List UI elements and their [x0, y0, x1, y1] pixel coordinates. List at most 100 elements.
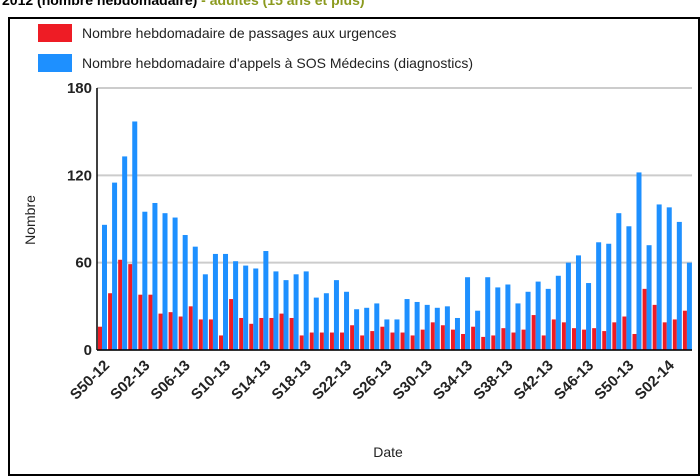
- bar: [223, 253, 229, 350]
- bar: [561, 322, 566, 350]
- x-tick-label: S26-13: [349, 357, 395, 403]
- bar: [340, 332, 345, 350]
- bar: [182, 235, 188, 350]
- bar: [122, 156, 128, 350]
- bar: [592, 328, 597, 350]
- bar: [303, 271, 309, 350]
- bar: [481, 336, 486, 350]
- bar: [465, 277, 471, 350]
- y-tick-label: 60: [75, 255, 92, 272]
- bar: [582, 329, 587, 350]
- bar: [319, 332, 324, 350]
- bar: [202, 274, 208, 350]
- bar: [178, 316, 183, 350]
- bar: [269, 317, 274, 350]
- bar: [414, 301, 420, 350]
- bar: [606, 243, 612, 350]
- bar: [390, 332, 395, 350]
- bar: [370, 331, 375, 350]
- bar: [354, 309, 360, 350]
- bar: [128, 264, 133, 350]
- bar: [148, 294, 153, 350]
- bar: [545, 288, 551, 350]
- bar: [118, 259, 123, 350]
- bar: [444, 306, 450, 350]
- bar: [626, 226, 632, 350]
- x-tick-label: S14-13: [228, 357, 274, 403]
- bar: [662, 322, 667, 350]
- bar: [682, 310, 687, 350]
- bar: [612, 322, 617, 350]
- bar: [233, 261, 239, 350]
- x-tick-label: S02-14: [632, 357, 679, 404]
- bar: [243, 265, 249, 350]
- bar: [450, 329, 455, 350]
- bar: [521, 329, 526, 350]
- bar: [132, 121, 138, 350]
- bar: [475, 310, 481, 350]
- bar: [192, 246, 198, 350]
- y-tick-label: 180: [67, 80, 92, 97]
- bar: [364, 307, 370, 350]
- bar: [434, 307, 440, 350]
- bar: [208, 319, 213, 350]
- bar: [219, 335, 224, 350]
- legend-label: Nombre hebdomadaire de passages aux urge…: [82, 25, 396, 41]
- bar: [283, 280, 289, 350]
- bar: [672, 319, 677, 350]
- bar: [253, 268, 259, 350]
- bar: [172, 217, 178, 350]
- bar: [400, 332, 405, 350]
- bar: [410, 335, 415, 350]
- bar: [420, 329, 425, 350]
- bar: [198, 319, 203, 350]
- x-tick-label: S06-13: [148, 357, 194, 403]
- bar: [652, 304, 657, 350]
- bar: [108, 293, 113, 350]
- bar: [112, 182, 118, 350]
- bar: [515, 303, 521, 350]
- bar: [535, 281, 541, 350]
- legend-label: Nombre hebdomadaire d'appels à SOS Médec…: [82, 55, 473, 71]
- bar: [656, 204, 662, 350]
- bar: [602, 331, 607, 350]
- bar: [575, 255, 581, 350]
- bar: [666, 207, 672, 350]
- x-tick-label: S46-13: [551, 357, 597, 403]
- bar: [646, 245, 652, 350]
- title-part: - adultes (15 ans et plus): [197, 0, 364, 8]
- bar: [461, 333, 466, 350]
- bar: [323, 293, 329, 350]
- bar: [424, 304, 430, 350]
- bar: [289, 317, 294, 350]
- x-axis-label: Date: [373, 444, 403, 460]
- bar: [273, 271, 279, 350]
- x-tick-label: S38-13: [470, 357, 516, 403]
- bar: [616, 213, 622, 350]
- bar: [249, 323, 254, 350]
- bar: [360, 335, 365, 350]
- x-tick-label: S50-13: [591, 357, 637, 403]
- bar: [676, 221, 682, 350]
- bar: [571, 328, 576, 350]
- x-tick-label: S30-13: [390, 357, 436, 403]
- bar: [632, 333, 637, 350]
- bar: [229, 299, 234, 350]
- bar: [279, 313, 284, 350]
- bar: [551, 319, 556, 350]
- x-tick-label: S10-13: [188, 357, 234, 403]
- bar: [491, 335, 496, 350]
- bar: [495, 287, 501, 350]
- x-tick-label: S34-13: [430, 357, 476, 403]
- bar: [430, 322, 435, 350]
- bar: [485, 277, 491, 350]
- legend-swatch: [38, 54, 72, 72]
- bar: [511, 332, 516, 350]
- bar: [138, 294, 143, 350]
- x-tick-label: S02-13: [107, 357, 153, 403]
- bar: [440, 325, 445, 350]
- bar: [565, 262, 571, 350]
- bar: [293, 274, 299, 350]
- bar: [541, 335, 546, 350]
